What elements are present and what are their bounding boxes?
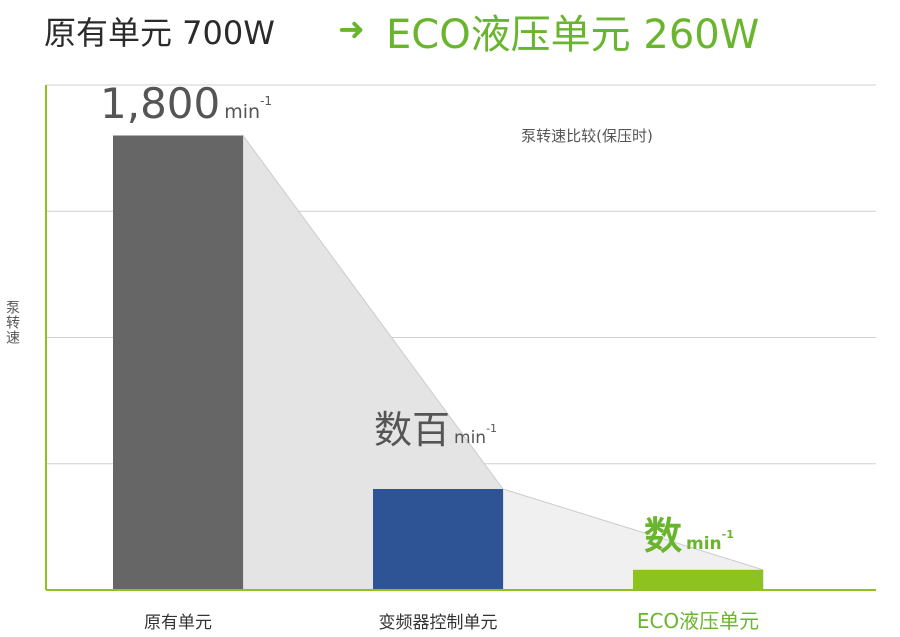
bar-3: [633, 569, 763, 590]
value-unit: min: [224, 101, 260, 123]
value-main: 数百: [374, 408, 450, 452]
arrow-right-icon: ➜: [338, 10, 365, 48]
bar-2: [373, 489, 503, 590]
category-label: ECO液压单元: [637, 609, 759, 633]
value-label: 数 min-1: [644, 514, 734, 558]
value-unit: min: [686, 534, 722, 554]
value-main: 1,800: [100, 79, 220, 128]
category-label: 变频器控制单元: [379, 613, 498, 633]
y-axis-label: 泵转速: [4, 300, 20, 345]
chart-title: 泵转速比较(保压时): [521, 127, 653, 145]
old-unit-title: 原有单元 700W: [44, 14, 275, 52]
value-unit-sup: -1: [486, 422, 497, 435]
value-main: 数: [644, 514, 682, 558]
value-unit: min: [454, 428, 486, 448]
value-label: 数百 min-1: [374, 408, 497, 452]
value-label: 1,800 min-1: [100, 79, 272, 128]
bar-1: [113, 135, 243, 590]
value-unit-sup: -1: [260, 94, 272, 108]
new-unit-title: ECO液压单元 260W: [386, 12, 760, 58]
value-unit-sup: -1: [722, 528, 734, 541]
category-label: 原有单元: [144, 613, 212, 633]
